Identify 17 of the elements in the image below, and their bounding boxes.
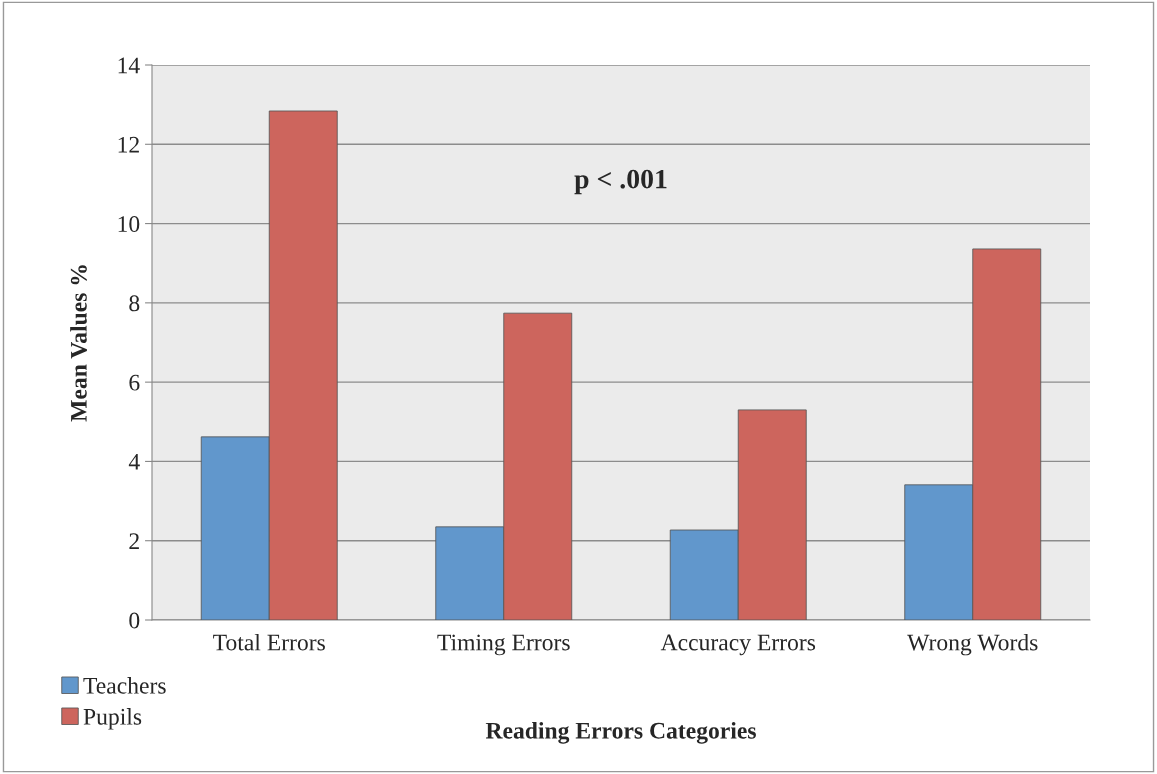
x-tick-label: Timing Errors	[437, 634, 570, 656]
annotation: p < .001	[574, 169, 667, 195]
y-tick-label: 0	[129, 612, 140, 629]
y-tick-label: 2	[129, 533, 139, 549]
y-tick-label: 10	[118, 216, 140, 232]
legend-label: Teachers	[83, 677, 166, 694]
y-axis-title: Mean Values %	[70, 265, 87, 422]
x-tick-label: Total Errors	[213, 633, 325, 651]
x-tick-label: Accuracy Errors	[660, 634, 816, 656]
x-axis-title: Reading Errors Categories	[485, 722, 756, 744]
y-tick-label: 14	[118, 57, 140, 74]
y-tick-label: 12	[118, 136, 139, 153]
legend-label: Pupils	[83, 708, 142, 730]
y-tick-label: 6	[129, 374, 140, 391]
x-tick-label: Wrong Words	[907, 633, 1038, 656]
y-tick-label: 4	[128, 454, 140, 470]
y-tick-label: 8	[129, 295, 140, 312]
